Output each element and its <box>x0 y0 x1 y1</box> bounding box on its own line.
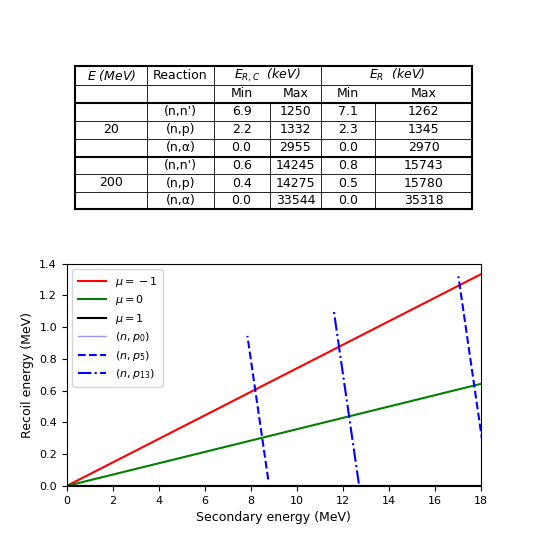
Text: 0.0: 0.0 <box>232 194 252 207</box>
Legend: $\mu = -1$, $\mu = 0$, $\mu = 1$, $(n,p_0)$, $(n,p_5)$, $(n,p_{13})$: $\mu = -1$, $\mu = 0$, $\mu = 1$, $(n,p_… <box>72 269 162 387</box>
Text: 15780: 15780 <box>404 177 444 190</box>
Text: 0.5: 0.5 <box>338 177 358 190</box>
Text: 1262: 1262 <box>408 105 439 118</box>
Text: Reaction: Reaction <box>153 69 208 82</box>
Text: 20: 20 <box>103 123 119 136</box>
Text: 15743: 15743 <box>404 159 444 172</box>
Text: 2955: 2955 <box>279 141 311 154</box>
Text: 2.2: 2.2 <box>232 123 252 136</box>
Text: (n,p): (n,p) <box>166 123 195 136</box>
Y-axis label: Recoil energy (MeV): Recoil energy (MeV) <box>21 312 34 438</box>
Text: 0.6: 0.6 <box>232 159 252 172</box>
Text: 35318: 35318 <box>404 194 444 207</box>
Text: (n,α): (n,α) <box>166 141 195 154</box>
Text: $E_{R,C}$  (keV): $E_{R,C}$ (keV) <box>234 67 301 84</box>
Text: $E_R$  (keV): $E_R$ (keV) <box>368 67 425 83</box>
Text: 0.0: 0.0 <box>338 194 358 207</box>
Text: 1332: 1332 <box>280 123 311 136</box>
Text: 0.0: 0.0 <box>232 141 252 154</box>
Text: 6.9: 6.9 <box>232 105 252 118</box>
Text: Min: Min <box>337 87 359 100</box>
Text: 14275: 14275 <box>276 177 315 190</box>
Text: 2.3: 2.3 <box>339 123 358 136</box>
Text: 1250: 1250 <box>279 105 311 118</box>
Text: 33544: 33544 <box>276 194 315 207</box>
Text: 200: 200 <box>99 176 123 189</box>
Text: 14245: 14245 <box>276 159 315 172</box>
Text: Min: Min <box>231 87 253 100</box>
Text: 0.8: 0.8 <box>338 159 358 172</box>
Text: Max: Max <box>282 87 308 100</box>
Text: $E$ (MeV): $E$ (MeV) <box>87 68 136 82</box>
Text: 7.1: 7.1 <box>338 105 358 118</box>
Text: 1345: 1345 <box>408 123 439 136</box>
Text: 0.0: 0.0 <box>338 141 358 154</box>
Text: (n,n'): (n,n') <box>164 105 197 118</box>
Text: 2970: 2970 <box>408 141 439 154</box>
Text: 0.4: 0.4 <box>232 177 252 190</box>
Text: (n,α): (n,α) <box>166 194 195 207</box>
X-axis label: Secondary energy (MeV): Secondary energy (MeV) <box>196 511 351 524</box>
Text: Max: Max <box>411 87 437 100</box>
Text: (n,n'): (n,n') <box>164 159 197 172</box>
Text: (n,p): (n,p) <box>166 177 195 190</box>
